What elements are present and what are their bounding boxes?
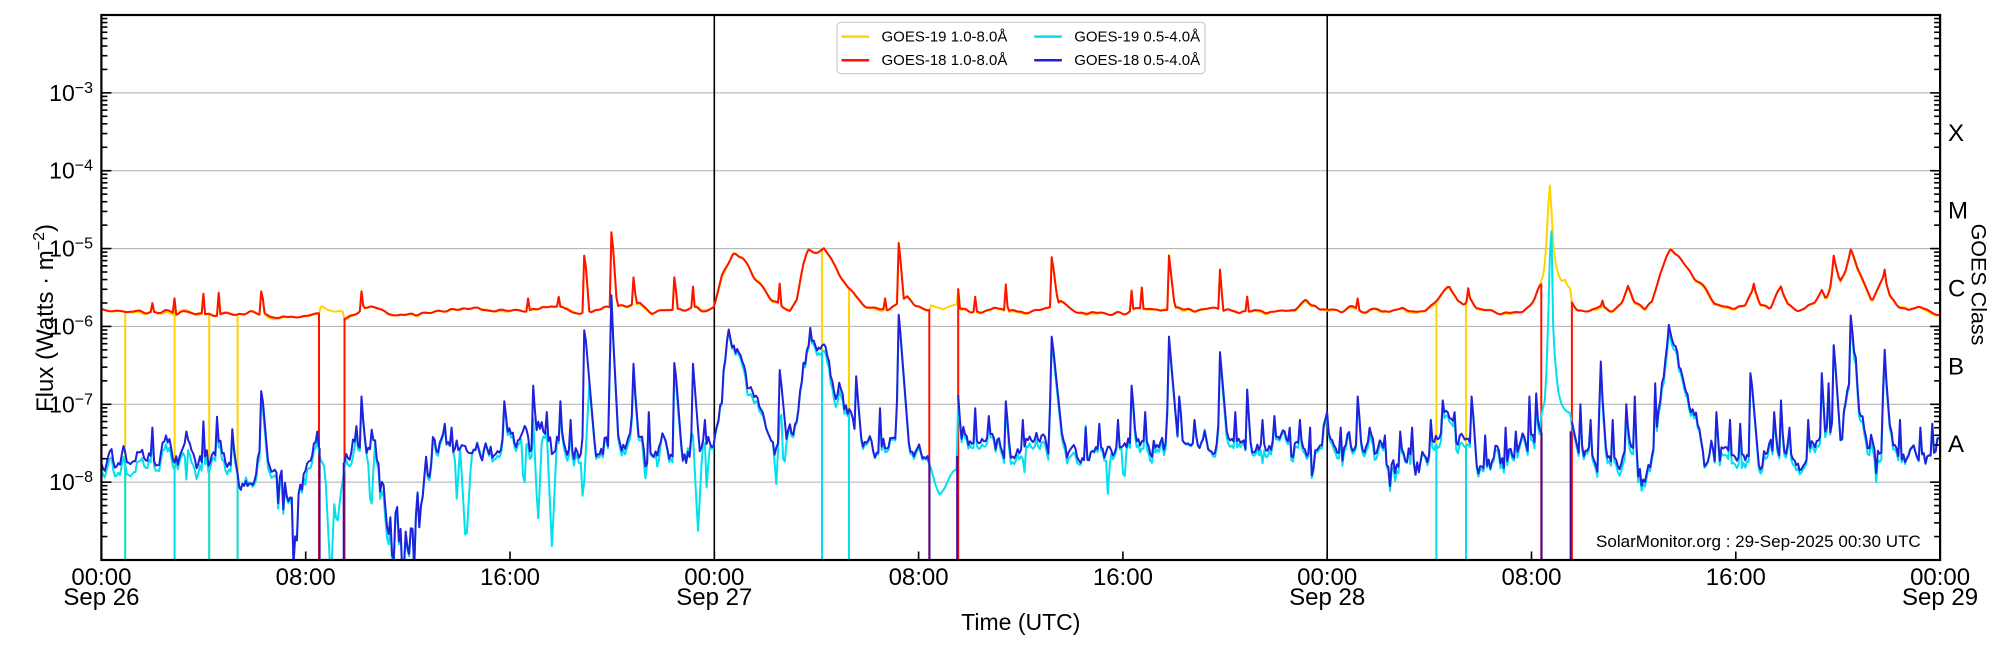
svg-text:00:00: 00:00 <box>684 564 744 591</box>
svg-text:16:00: 16:00 <box>1706 564 1766 591</box>
svg-text:Sep 28: Sep 28 <box>1289 584 1365 611</box>
svg-text:16:00: 16:00 <box>1093 564 1153 591</box>
svg-text:A: A <box>1948 431 1964 458</box>
svg-text:M: M <box>1948 198 1968 225</box>
svg-text:Flux (Watts · m−2): Flux (Watts · m−2) <box>31 224 59 412</box>
svg-text:Sep 27: Sep 27 <box>676 584 752 611</box>
svg-text:00:00: 00:00 <box>1910 564 1970 591</box>
svg-text:00:00: 00:00 <box>71 564 131 591</box>
svg-text:08:00: 08:00 <box>276 564 336 591</box>
svg-text:Sep 29: Sep 29 <box>1902 584 1978 611</box>
svg-text:10−5: 10−5 <box>49 236 93 262</box>
svg-text:B: B <box>1948 353 1964 380</box>
svg-text:X: X <box>1948 120 1964 147</box>
svg-text:GOES Class: GOES Class <box>1967 224 1991 346</box>
svg-text:GOES-18 1.0-8.0Å: GOES-18 1.0-8.0Å <box>882 52 1008 69</box>
svg-text:00:00: 00:00 <box>1297 564 1357 591</box>
svg-text:08:00: 08:00 <box>889 564 949 591</box>
svg-text:SolarMonitor.org : 29-Sep-2025: SolarMonitor.org : 29-Sep-2025 00:30 UTC <box>1596 532 1921 551</box>
svg-text:C: C <box>1948 276 1965 303</box>
svg-text:16:00: 16:00 <box>480 564 540 591</box>
svg-text:Sep 26: Sep 26 <box>63 584 139 611</box>
svg-text:08:00: 08:00 <box>1501 564 1561 591</box>
svg-text:GOES-18 0.5-4.0Å: GOES-18 0.5-4.0Å <box>1074 52 1200 69</box>
svg-text:GOES-19 0.5-4.0Å: GOES-19 0.5-4.0Å <box>1074 29 1200 46</box>
svg-text:GOES-19 1.0-8.0Å: GOES-19 1.0-8.0Å <box>882 29 1008 46</box>
svg-text:Time (UTC): Time (UTC) <box>961 609 1080 635</box>
